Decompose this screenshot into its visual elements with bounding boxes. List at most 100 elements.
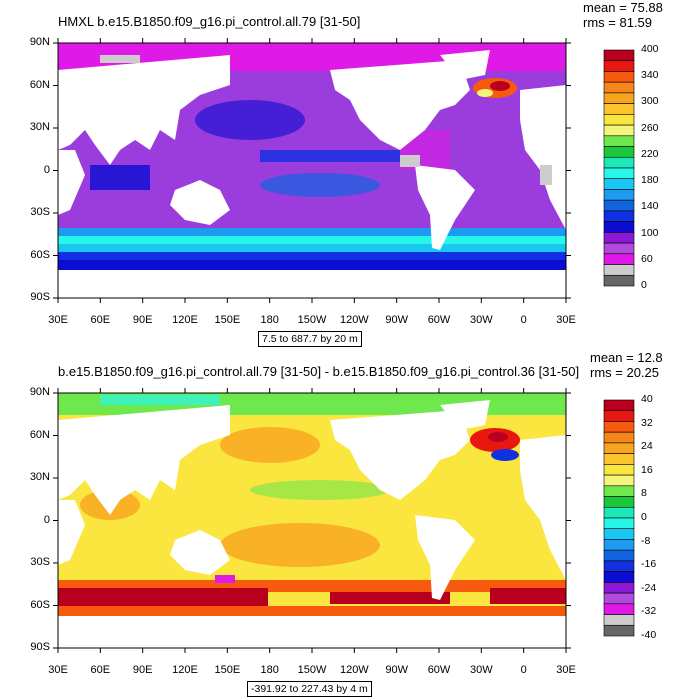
southern-band-2b <box>58 588 268 606</box>
lon-label: 120E <box>172 664 198 676</box>
southern-band-1b <box>58 236 566 246</box>
colorbar-swatch <box>603 399 635 412</box>
colorbar-swatch <box>603 60 635 72</box>
colorbar-label: 32 <box>641 416 653 429</box>
lat-label: 0 <box>43 513 50 526</box>
lon-label: 90W <box>385 664 408 676</box>
southern-band-2e <box>58 606 566 616</box>
colorbar-swatch <box>603 506 635 519</box>
lon-label: 150W <box>297 664 327 676</box>
lon-label: 30E <box>556 314 576 326</box>
ice-patch-1a <box>100 55 140 63</box>
lat-label: 60N <box>29 428 50 441</box>
colorbar-swatch <box>603 156 635 169</box>
lon-label: 120W <box>339 314 369 326</box>
lon-label: 120W <box>339 664 369 676</box>
colorbar-swatch <box>603 442 635 454</box>
lon-label: 0 <box>520 314 527 326</box>
colorbar-swatch <box>603 410 635 422</box>
southern-band-1a <box>58 228 566 238</box>
colorbar-swatch <box>603 496 635 508</box>
southern-band-1c <box>58 244 566 252</box>
panel-2-title: b.e15.B1850.f09_g16.pi_control.all.79 [3… <box>58 364 580 379</box>
colorbar-swatch <box>603 92 635 104</box>
colorbar-swatch <box>603 81 635 94</box>
colorbar-label: 60 <box>641 252 653 265</box>
colorbar-label: 8 <box>641 487 647 500</box>
lat-label: 60S <box>30 248 50 261</box>
lat-label: 60N <box>29 78 50 91</box>
panel-2-rms: rms = 20.25 <box>590 365 660 380</box>
lon-label: 60W <box>427 664 451 676</box>
colorbar-swatch <box>603 71 635 83</box>
colorbar-swatch <box>603 264 635 276</box>
lon-label: 30E <box>48 664 68 676</box>
colorbar-swatch <box>603 114 635 126</box>
lon-label: 180 <box>260 314 279 326</box>
lon-label: 30W <box>470 314 493 326</box>
colorbar-1 <box>603 49 635 287</box>
colorbar-swatch <box>603 242 635 255</box>
colorbar-swatch <box>603 135 635 147</box>
colorbar-label: 40 <box>641 393 653 405</box>
natlantic-core-2 <box>488 432 508 442</box>
southern-band-2c <box>330 592 450 604</box>
colorbar-swatch <box>603 146 635 158</box>
colorbar-swatch <box>603 49 635 62</box>
colorbar-swatch <box>603 485 635 497</box>
lat-label: 60S <box>30 598 50 611</box>
colorbar-label: 100 <box>641 226 659 239</box>
lon-label: 60E <box>90 314 111 326</box>
pacific-blue-1 <box>195 100 305 140</box>
colorbar-swatch <box>603 614 635 626</box>
land-1 <box>58 50 566 250</box>
colorbar-label: -24 <box>641 581 657 594</box>
colorbar-swatch <box>603 253 635 265</box>
colorbar-label: -8 <box>641 534 651 547</box>
lon-label: 150E <box>214 314 241 326</box>
npacific-orange-2 <box>220 427 320 463</box>
lon-label: 60E <box>90 664 111 676</box>
lon-label: 150E <box>214 664 241 676</box>
lat-label: 90S <box>30 291 50 303</box>
panel-2-range-label: -391.92 to 227.43 by 4 m <box>247 681 372 697</box>
ice-patch-1c <box>540 165 552 185</box>
lat-label: 90N <box>29 386 50 398</box>
colorbar-swatch <box>603 571 635 583</box>
lon-label: 30E <box>48 314 68 326</box>
colorbar-swatch <box>603 560 635 572</box>
natlantic-yellow-1 <box>477 89 493 97</box>
natlantic-blue-2 <box>491 449 519 461</box>
colorbar-label: 220 <box>641 147 659 160</box>
magenta-patch-2 <box>215 575 235 583</box>
southern-band-1e <box>58 260 566 270</box>
panel-1-rms: rms = 81.59 <box>583 15 653 30</box>
axis-ticks <box>53 38 571 653</box>
colorbar-swatch <box>603 124 635 137</box>
colorbar-label: 400 <box>641 43 659 55</box>
colorbar-swatch <box>603 189 635 201</box>
lon-label: 30W <box>470 664 493 676</box>
colorbar-label: 340 <box>641 69 659 82</box>
colorbar-label: 180 <box>641 174 659 187</box>
colorbar-swatch <box>603 624 635 637</box>
natlantic-core-1 <box>490 81 510 91</box>
lon-label: 90E <box>132 664 153 676</box>
colorbar-2 <box>603 399 635 637</box>
colorbar-label: 0 <box>641 511 647 523</box>
colorbar-swatch <box>603 167 635 180</box>
colorbar-swatch <box>603 539 635 551</box>
lat-label: 90S <box>30 641 50 653</box>
colorbar-label: 140 <box>641 200 659 213</box>
colorbar-swatch <box>603 178 635 190</box>
colorbar-swatch <box>603 603 635 615</box>
lat-label: 30S <box>30 556 50 568</box>
colorbar-swatch <box>603 517 635 530</box>
colorbar-swatch <box>603 549 635 562</box>
equatorial-band-1 <box>260 150 400 162</box>
colorbar-swatch <box>603 592 635 605</box>
indian-blue-1 <box>90 165 150 190</box>
pacific-south-blue-1 <box>260 173 380 197</box>
lon-label: 0 <box>520 664 527 676</box>
